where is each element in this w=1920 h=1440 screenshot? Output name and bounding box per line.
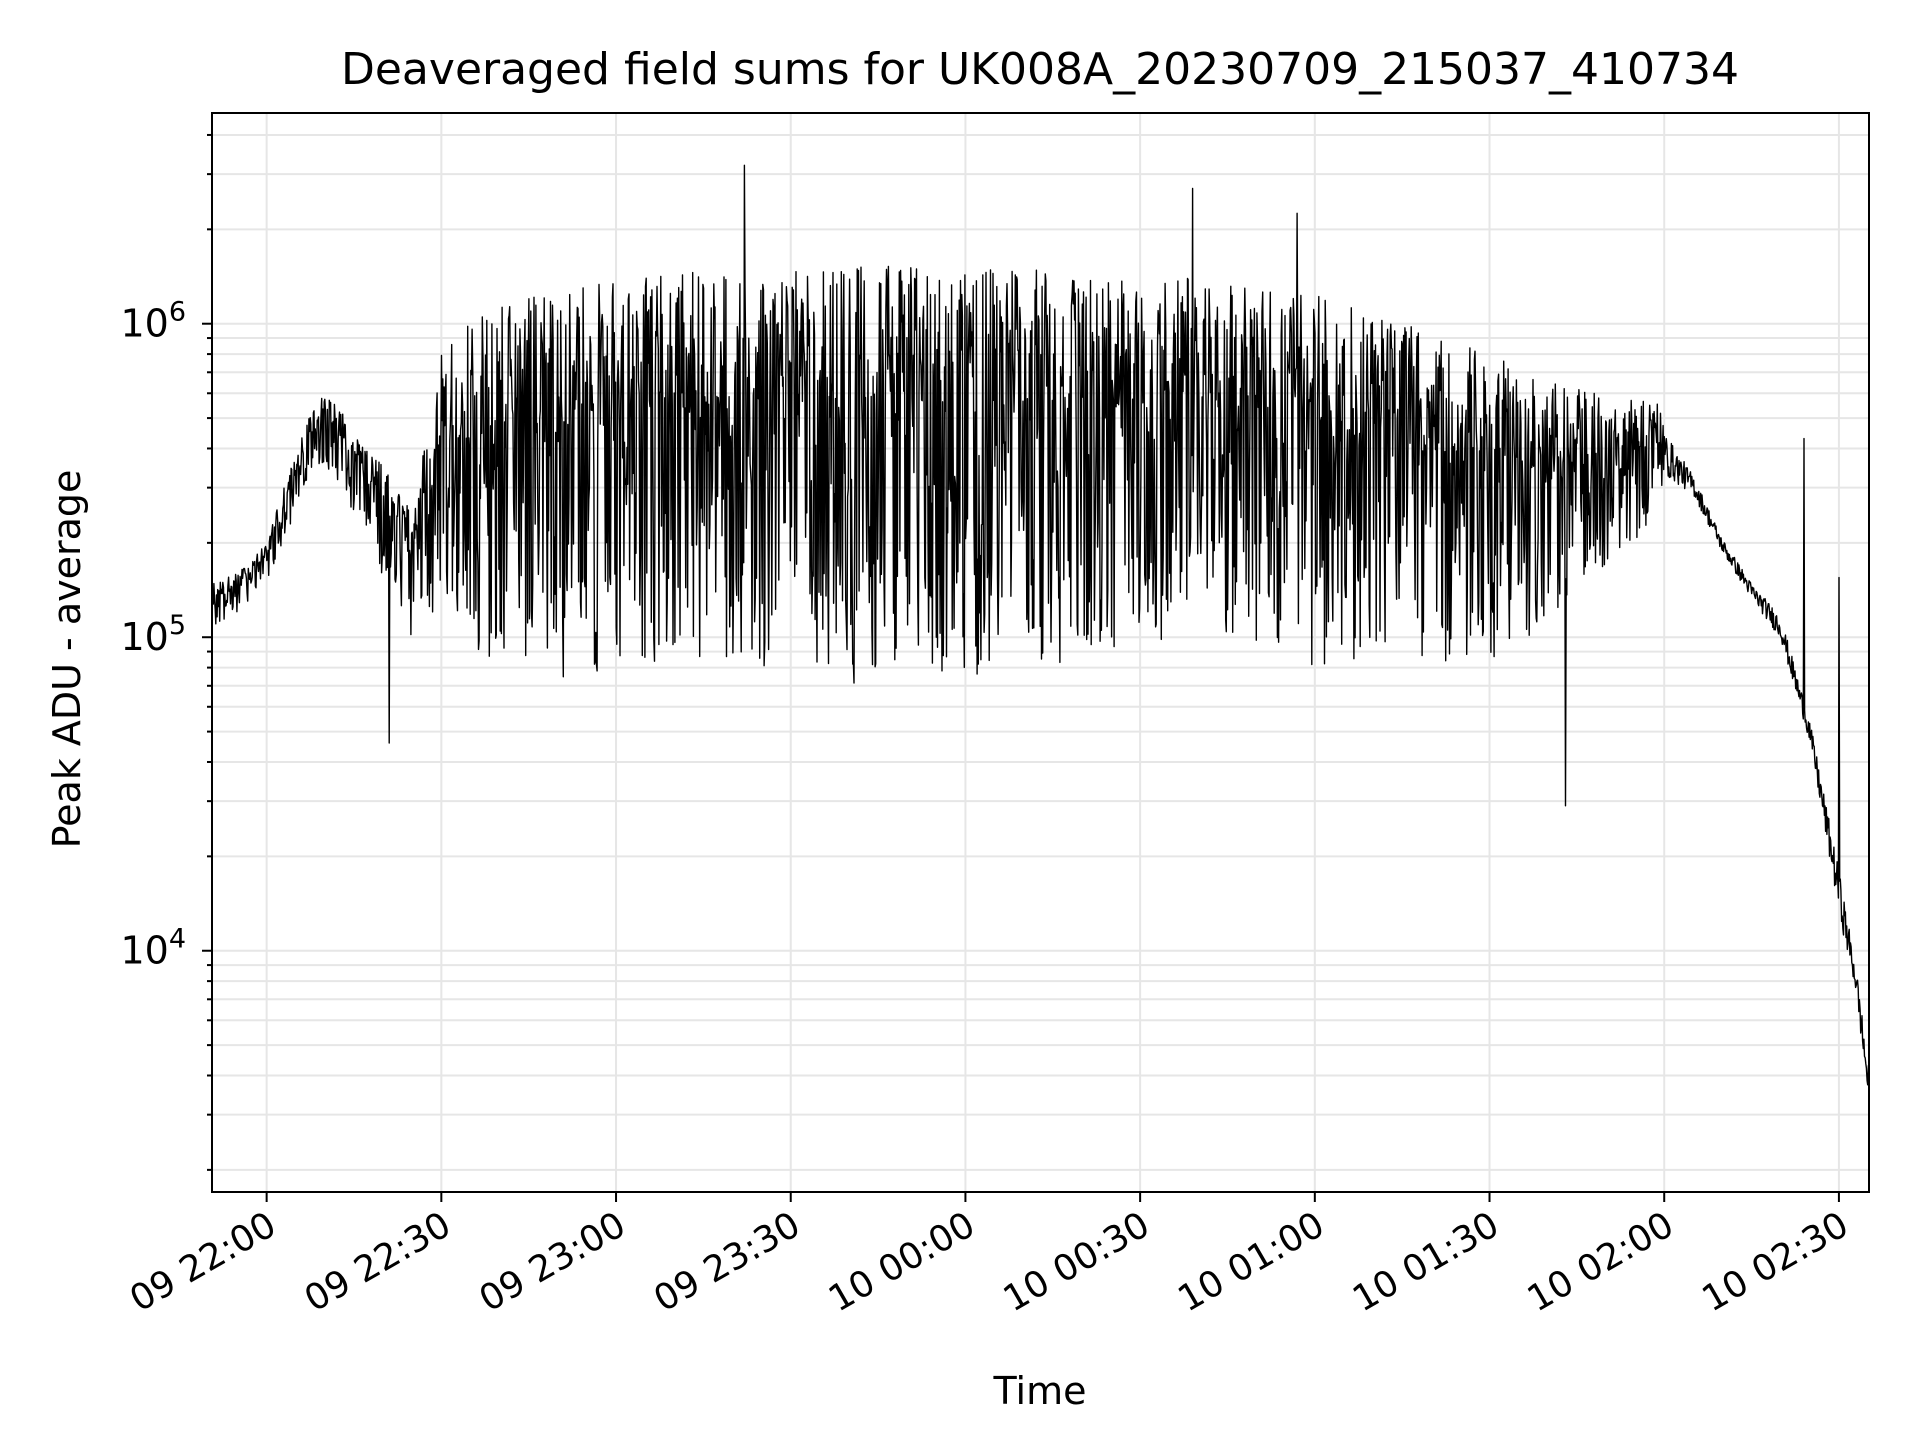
series-line	[211, 164, 1870, 1092]
series-peak-adu	[211, 164, 1870, 1092]
y-tick-label: 106	[120, 297, 186, 346]
y-tick-label: 105	[120, 610, 186, 659]
y-axis-label: Peak ADU - average	[45, 470, 89, 849]
y-tick-label: 104	[120, 924, 186, 973]
x-axis-label: Time	[993, 1369, 1087, 1413]
y-axis-ticks: 104 105 106	[120, 133, 212, 1171]
chart-title: Deaveraged field sums for UK008A_2023070…	[341, 44, 1739, 95]
